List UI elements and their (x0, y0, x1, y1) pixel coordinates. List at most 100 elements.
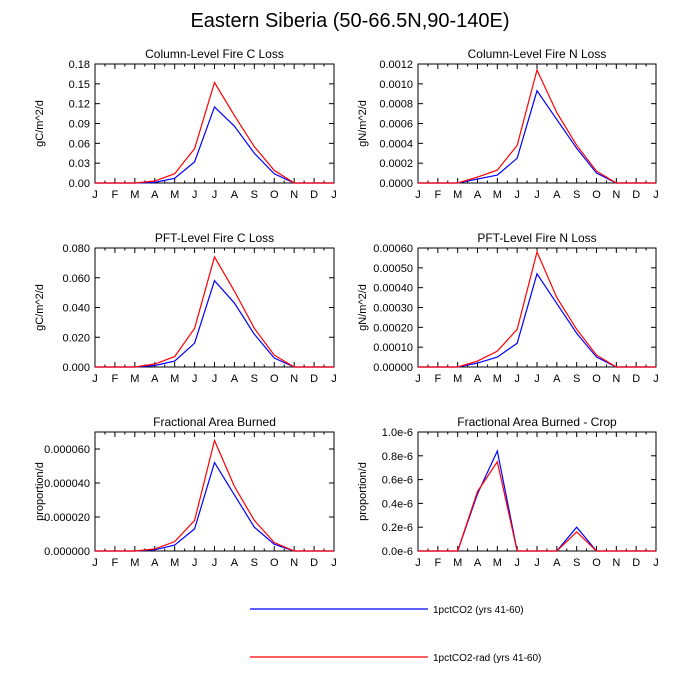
y-tick-label: 1.0e-6 (382, 427, 413, 439)
x-tick-label: M (493, 557, 502, 569)
x-tick-label: D (310, 189, 318, 201)
y-tick-label: 0.000020 (44, 512, 90, 524)
y-tick-label: 0.4e-6 (382, 498, 413, 510)
x-tick-label: F (434, 557, 441, 569)
x-tick-label: J (192, 189, 198, 201)
x-tick-label: M (170, 189, 179, 201)
x-tick-label: J (92, 557, 98, 569)
panel-title: PFT-Level Fire C Loss (155, 231, 274, 245)
y-axis-label: proportion/d (357, 462, 369, 521)
x-tick-label: M (130, 189, 139, 201)
x-tick-label: M (493, 189, 502, 201)
x-tick-label: A (553, 189, 561, 201)
plot-frame (417, 247, 657, 368)
plot-frame (94, 247, 335, 368)
x-tick-label: J (192, 557, 198, 569)
panel-title: Column-Level Fire C Loss (145, 47, 284, 61)
y-tick-label: 0.06 (69, 138, 90, 150)
plot-frame (417, 431, 657, 552)
x-tick-label: F (112, 189, 119, 201)
series-line-2 (95, 81, 334, 184)
x-tick-label: F (434, 373, 441, 385)
y-tick-label: 0.060 (62, 273, 90, 285)
panel-title: PFT-Level Fire N Loss (477, 231, 596, 245)
x-tick-label: M (453, 557, 462, 569)
series-line-1 (418, 272, 656, 368)
y-tick-label: 0.00060 (373, 243, 413, 255)
y-axis-label: gC/m^2/d (34, 100, 46, 147)
y-axis-label: proportion/d (34, 462, 46, 521)
legend-label-2: 1pctCO2-rad (yrs 41-60) (433, 653, 541, 664)
y-tick-label: 0.00020 (373, 322, 413, 334)
x-tick-label: D (310, 373, 318, 385)
x-tick-label: J (534, 189, 540, 201)
x-tick-label: M (493, 373, 502, 385)
x-tick-label: J (514, 373, 520, 385)
y-tick-label: 0.0008 (379, 99, 413, 111)
x-tick-label: A (553, 557, 561, 569)
x-tick-label: J (415, 557, 421, 569)
y-tick-label: 0.2e-6 (382, 522, 413, 534)
x-tick-label: J (514, 189, 520, 201)
plot-frame (417, 63, 657, 184)
x-tick-label: D (310, 557, 318, 569)
x-tick-label: J (331, 189, 337, 201)
y-tick-label: 0.03 (69, 158, 90, 170)
series-line-2 (418, 68, 656, 184)
panel-title: Fractional Area Burned - Crop (457, 415, 617, 429)
x-tick-label: J (534, 557, 540, 569)
x-tick-label: D (632, 373, 640, 385)
x-tick-label: F (434, 189, 441, 201)
x-tick-label: O (592, 373, 601, 385)
x-tick-label: N (290, 189, 298, 201)
x-tick-label: J (514, 557, 520, 569)
y-tick-label: 0.020 (62, 332, 90, 344)
x-tick-label: J (415, 189, 421, 201)
x-tick-label: D (632, 557, 640, 569)
y-tick-label: 0.0000 (379, 178, 413, 190)
x-tick-label: A (474, 557, 482, 569)
x-tick-label: S (251, 189, 258, 201)
x-tick-label: N (290, 557, 298, 569)
series-line-2 (418, 250, 656, 368)
y-tick-label: 0.0004 (379, 138, 413, 150)
x-tick-label: O (270, 373, 279, 385)
x-tick-label: S (573, 189, 580, 201)
x-tick-label: O (270, 189, 279, 201)
legend-label-1: 1pctCO2 (yrs 41-60) (433, 605, 524, 616)
x-tick-label: M (130, 373, 139, 385)
y-tick-label: 0.00000 (373, 362, 413, 374)
series-line-2 (95, 255, 334, 368)
x-tick-label: J (92, 373, 98, 385)
x-tick-label: J (212, 189, 218, 201)
x-tick-label: J (212, 557, 218, 569)
x-tick-label: A (553, 373, 561, 385)
y-tick-label: 0.15 (69, 79, 90, 91)
x-tick-label: A (231, 373, 239, 385)
x-tick-label: J (331, 557, 337, 569)
y-tick-label: 0.000040 (44, 478, 90, 490)
x-tick-label: A (151, 373, 159, 385)
y-tick-label: 0.8e-6 (382, 451, 413, 463)
y-tick-label: 0.0e-6 (382, 546, 413, 558)
series-line-1 (418, 449, 656, 552)
x-tick-label: A (151, 557, 159, 569)
y-tick-label: 0.6e-6 (382, 475, 413, 487)
x-tick-label: J (653, 373, 659, 385)
x-tick-label: M (453, 189, 462, 201)
y-tick-label: 0.080 (62, 243, 90, 255)
x-tick-label: M (170, 557, 179, 569)
y-tick-label: 0.00040 (373, 283, 413, 295)
x-tick-label: J (212, 373, 218, 385)
x-tick-label: S (251, 557, 258, 569)
x-tick-label: O (592, 557, 601, 569)
series-line-1 (95, 279, 334, 368)
y-tick-label: 0.000060 (44, 444, 90, 456)
x-tick-label: J (92, 189, 98, 201)
y-axis-label: gN/m^2/d (357, 100, 369, 147)
x-tick-label: M (130, 557, 139, 569)
figure-title: Eastern Siberia (50-66.5N,90-140E) (190, 10, 510, 32)
